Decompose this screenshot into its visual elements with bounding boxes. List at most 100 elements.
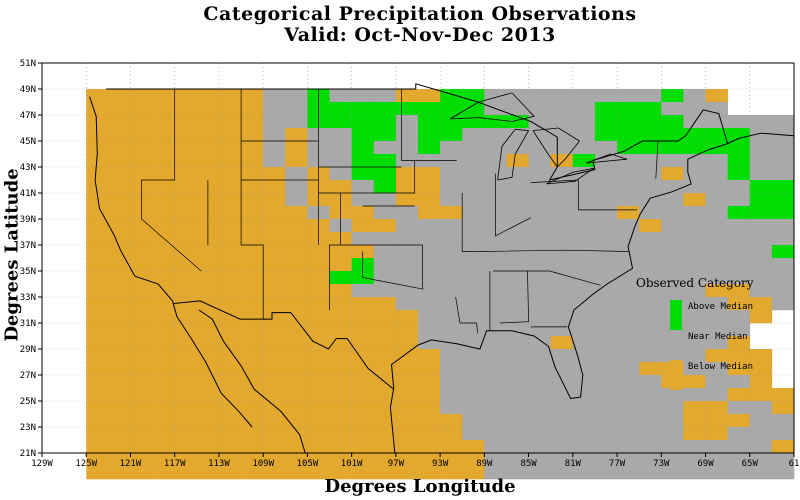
category-cell	[373, 466, 397, 480]
category-cell	[329, 284, 352, 298]
state-boundary	[461, 193, 479, 252]
category-cell	[572, 141, 596, 155]
category-cell	[594, 89, 618, 103]
category-cell	[572, 115, 596, 129]
category-cell	[572, 89, 596, 103]
category-cell	[373, 167, 397, 181]
x-tick-label: 113W	[208, 459, 230, 469]
category-cell	[307, 284, 330, 298]
category-cell	[108, 245, 131, 259]
category-cell	[484, 258, 507, 272]
category-cell	[307, 349, 330, 363]
category-cell	[86, 453, 109, 467]
category-cell	[285, 154, 308, 168]
category-cell	[351, 219, 375, 233]
category-cell	[351, 453, 375, 467]
category-cell	[130, 466, 153, 480]
category-cell	[241, 219, 264, 233]
category-cell	[705, 349, 728, 363]
category-cell	[440, 453, 463, 467]
category-cell	[130, 102, 153, 116]
category-cell	[727, 427, 751, 441]
category-cell	[263, 89, 286, 103]
y-axis-label: Degrees Latitude	[1, 168, 23, 342]
category-cell	[373, 258, 397, 272]
category-cell	[572, 401, 596, 415]
category-cell	[196, 401, 220, 415]
category-cell	[307, 414, 330, 428]
category-cell	[484, 466, 507, 480]
axis-ticks: 129W 125W 121W 117W 113W 109W 105W 101W 97W 93W 89…	[20, 59, 800, 469]
category-cell	[351, 388, 375, 402]
category-cell	[351, 310, 375, 324]
category-cell	[771, 453, 795, 467]
category-cell	[395, 141, 419, 155]
category-cell	[218, 336, 242, 350]
legend-label-below: Below Median	[688, 362, 754, 372]
category-cell	[440, 141, 463, 155]
category-cell	[86, 154, 109, 168]
category-cell	[373, 232, 397, 246]
category-cell	[528, 232, 552, 246]
category-cell	[418, 310, 441, 324]
category-cell	[617, 310, 640, 324]
category-cell	[285, 362, 308, 376]
category-cell	[484, 284, 507, 298]
category-cell	[351, 128, 375, 142]
category-cell	[749, 128, 773, 142]
category-cell	[550, 102, 574, 116]
category-cell	[572, 271, 596, 285]
category-cell	[705, 284, 728, 298]
coastline-east	[389, 132, 795, 454]
category-cell	[705, 115, 728, 129]
category-cell	[705, 466, 728, 480]
category-cell	[218, 232, 242, 246]
category-cell	[506, 89, 529, 103]
category-cell	[86, 414, 109, 428]
y-tick-label: 23N	[20, 423, 36, 433]
category-cell	[683, 284, 706, 298]
category-cell	[462, 388, 485, 402]
category-cell	[528, 128, 552, 142]
category-cell	[86, 323, 109, 337]
category-cell	[484, 297, 507, 311]
category-cell	[263, 284, 286, 298]
category-cell	[705, 89, 728, 103]
category-cell	[506, 336, 529, 350]
category-cell	[749, 453, 773, 467]
category-cell	[727, 453, 751, 467]
category-cell	[572, 466, 596, 480]
category-cell	[285, 167, 308, 181]
category-cell	[705, 336, 728, 350]
category-cell	[263, 414, 286, 428]
category-cell	[174, 102, 198, 116]
category-cell	[727, 154, 751, 168]
category-cell	[329, 141, 352, 155]
category-cell	[130, 375, 153, 389]
category-cell	[484, 414, 507, 428]
category-cell	[727, 115, 751, 129]
category-cell	[108, 310, 131, 324]
category-cell	[174, 271, 198, 285]
category-cell	[218, 401, 242, 415]
category-cell	[727, 167, 751, 181]
category-cell	[174, 427, 198, 441]
category-cell	[639, 388, 662, 402]
x-tick-label: 93W	[432, 459, 449, 469]
state-boundary	[240, 89, 264, 320]
category-cell	[528, 271, 552, 285]
category-cell	[86, 180, 109, 194]
category-cell	[683, 388, 706, 402]
category-cell	[329, 414, 352, 428]
category-cell	[572, 284, 596, 298]
category-cell	[550, 115, 574, 129]
category-cell	[440, 271, 463, 285]
category-cell	[639, 89, 662, 103]
category-cell	[307, 258, 330, 272]
category-cell	[196, 271, 220, 285]
category-cell	[130, 427, 153, 441]
category-cell	[418, 336, 441, 350]
category-cell	[152, 453, 176, 467]
category-cell	[285, 388, 308, 402]
category-cell	[484, 375, 507, 389]
